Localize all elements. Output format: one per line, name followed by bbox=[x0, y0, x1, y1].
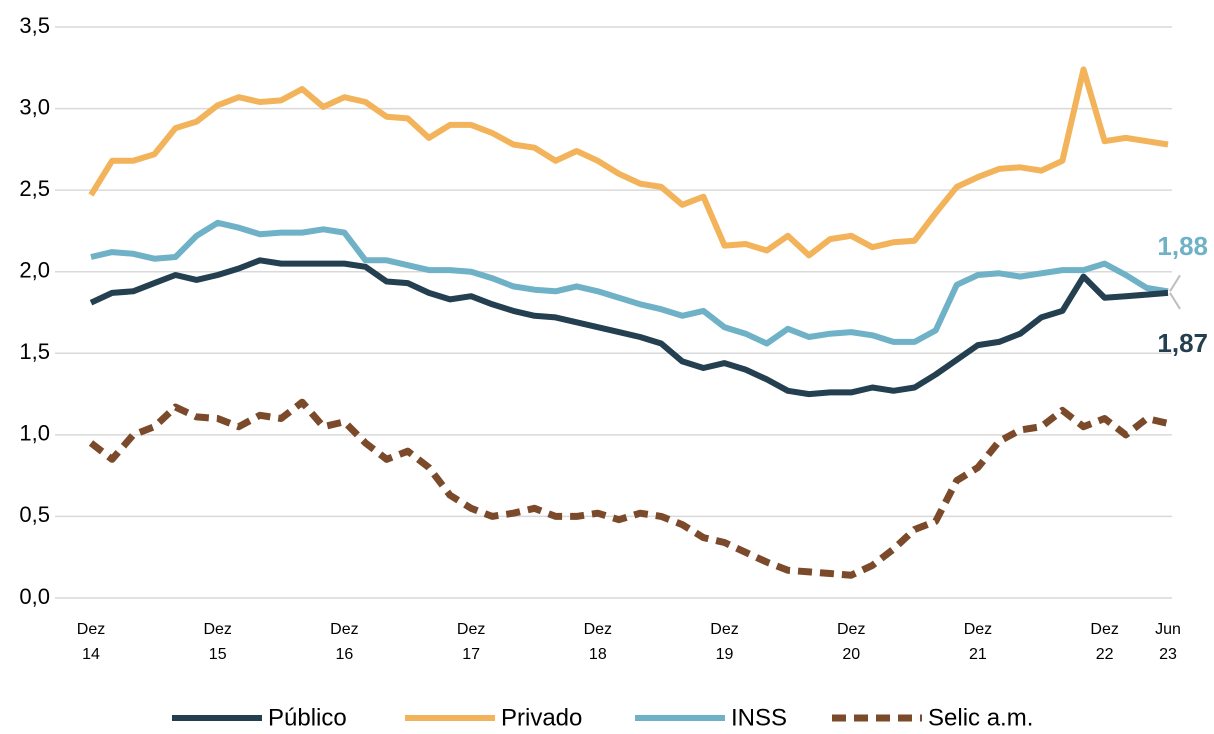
x-tick-label: Dez 18 bbox=[584, 621, 612, 663]
line-series bbox=[90, 219, 1169, 347]
legend-label: Selic a.m. bbox=[928, 704, 1033, 731]
line-series bbox=[88, 66, 1169, 259]
legend-label: Público bbox=[268, 704, 347, 731]
legend-label: INSS bbox=[731, 704, 787, 731]
x-tick-label: Dez 16 bbox=[330, 621, 358, 663]
x-tick-label: Jun 23 bbox=[1155, 621, 1181, 663]
x-tick-label: Dez 22 bbox=[1090, 621, 1118, 663]
y-tick-label: 3,0 bbox=[19, 94, 50, 119]
annotation-leader bbox=[1169, 274, 1181, 292]
x-tick-label: Dez 20 bbox=[837, 621, 865, 663]
annotation-leader bbox=[1169, 292, 1181, 310]
line-series bbox=[88, 398, 1169, 579]
x-tick-label: Dez 21 bbox=[964, 621, 992, 663]
y-tick-label: 3,5 bbox=[19, 13, 50, 38]
y-tick-label: 2,5 bbox=[19, 176, 50, 201]
y-tick-label: 1,0 bbox=[19, 421, 50, 446]
x-tick-label: Dez 17 bbox=[457, 621, 485, 663]
x-tick-label: Dez 19 bbox=[710, 621, 738, 663]
y-tick-label: 0,0 bbox=[19, 584, 50, 609]
legend-label: Privado bbox=[501, 704, 582, 731]
y-tick-label: 1,5 bbox=[19, 339, 50, 364]
annotation: 1,87 bbox=[1157, 328, 1208, 358]
y-tick-label: 2,0 bbox=[19, 258, 50, 283]
x-tick-label: Dez 15 bbox=[203, 621, 231, 663]
line-series bbox=[89, 257, 1169, 398]
y-tick-label: 0,5 bbox=[19, 502, 50, 527]
x-tick-label: Dez 14 bbox=[77, 621, 105, 663]
annotation: 1,88 bbox=[1157, 231, 1208, 261]
